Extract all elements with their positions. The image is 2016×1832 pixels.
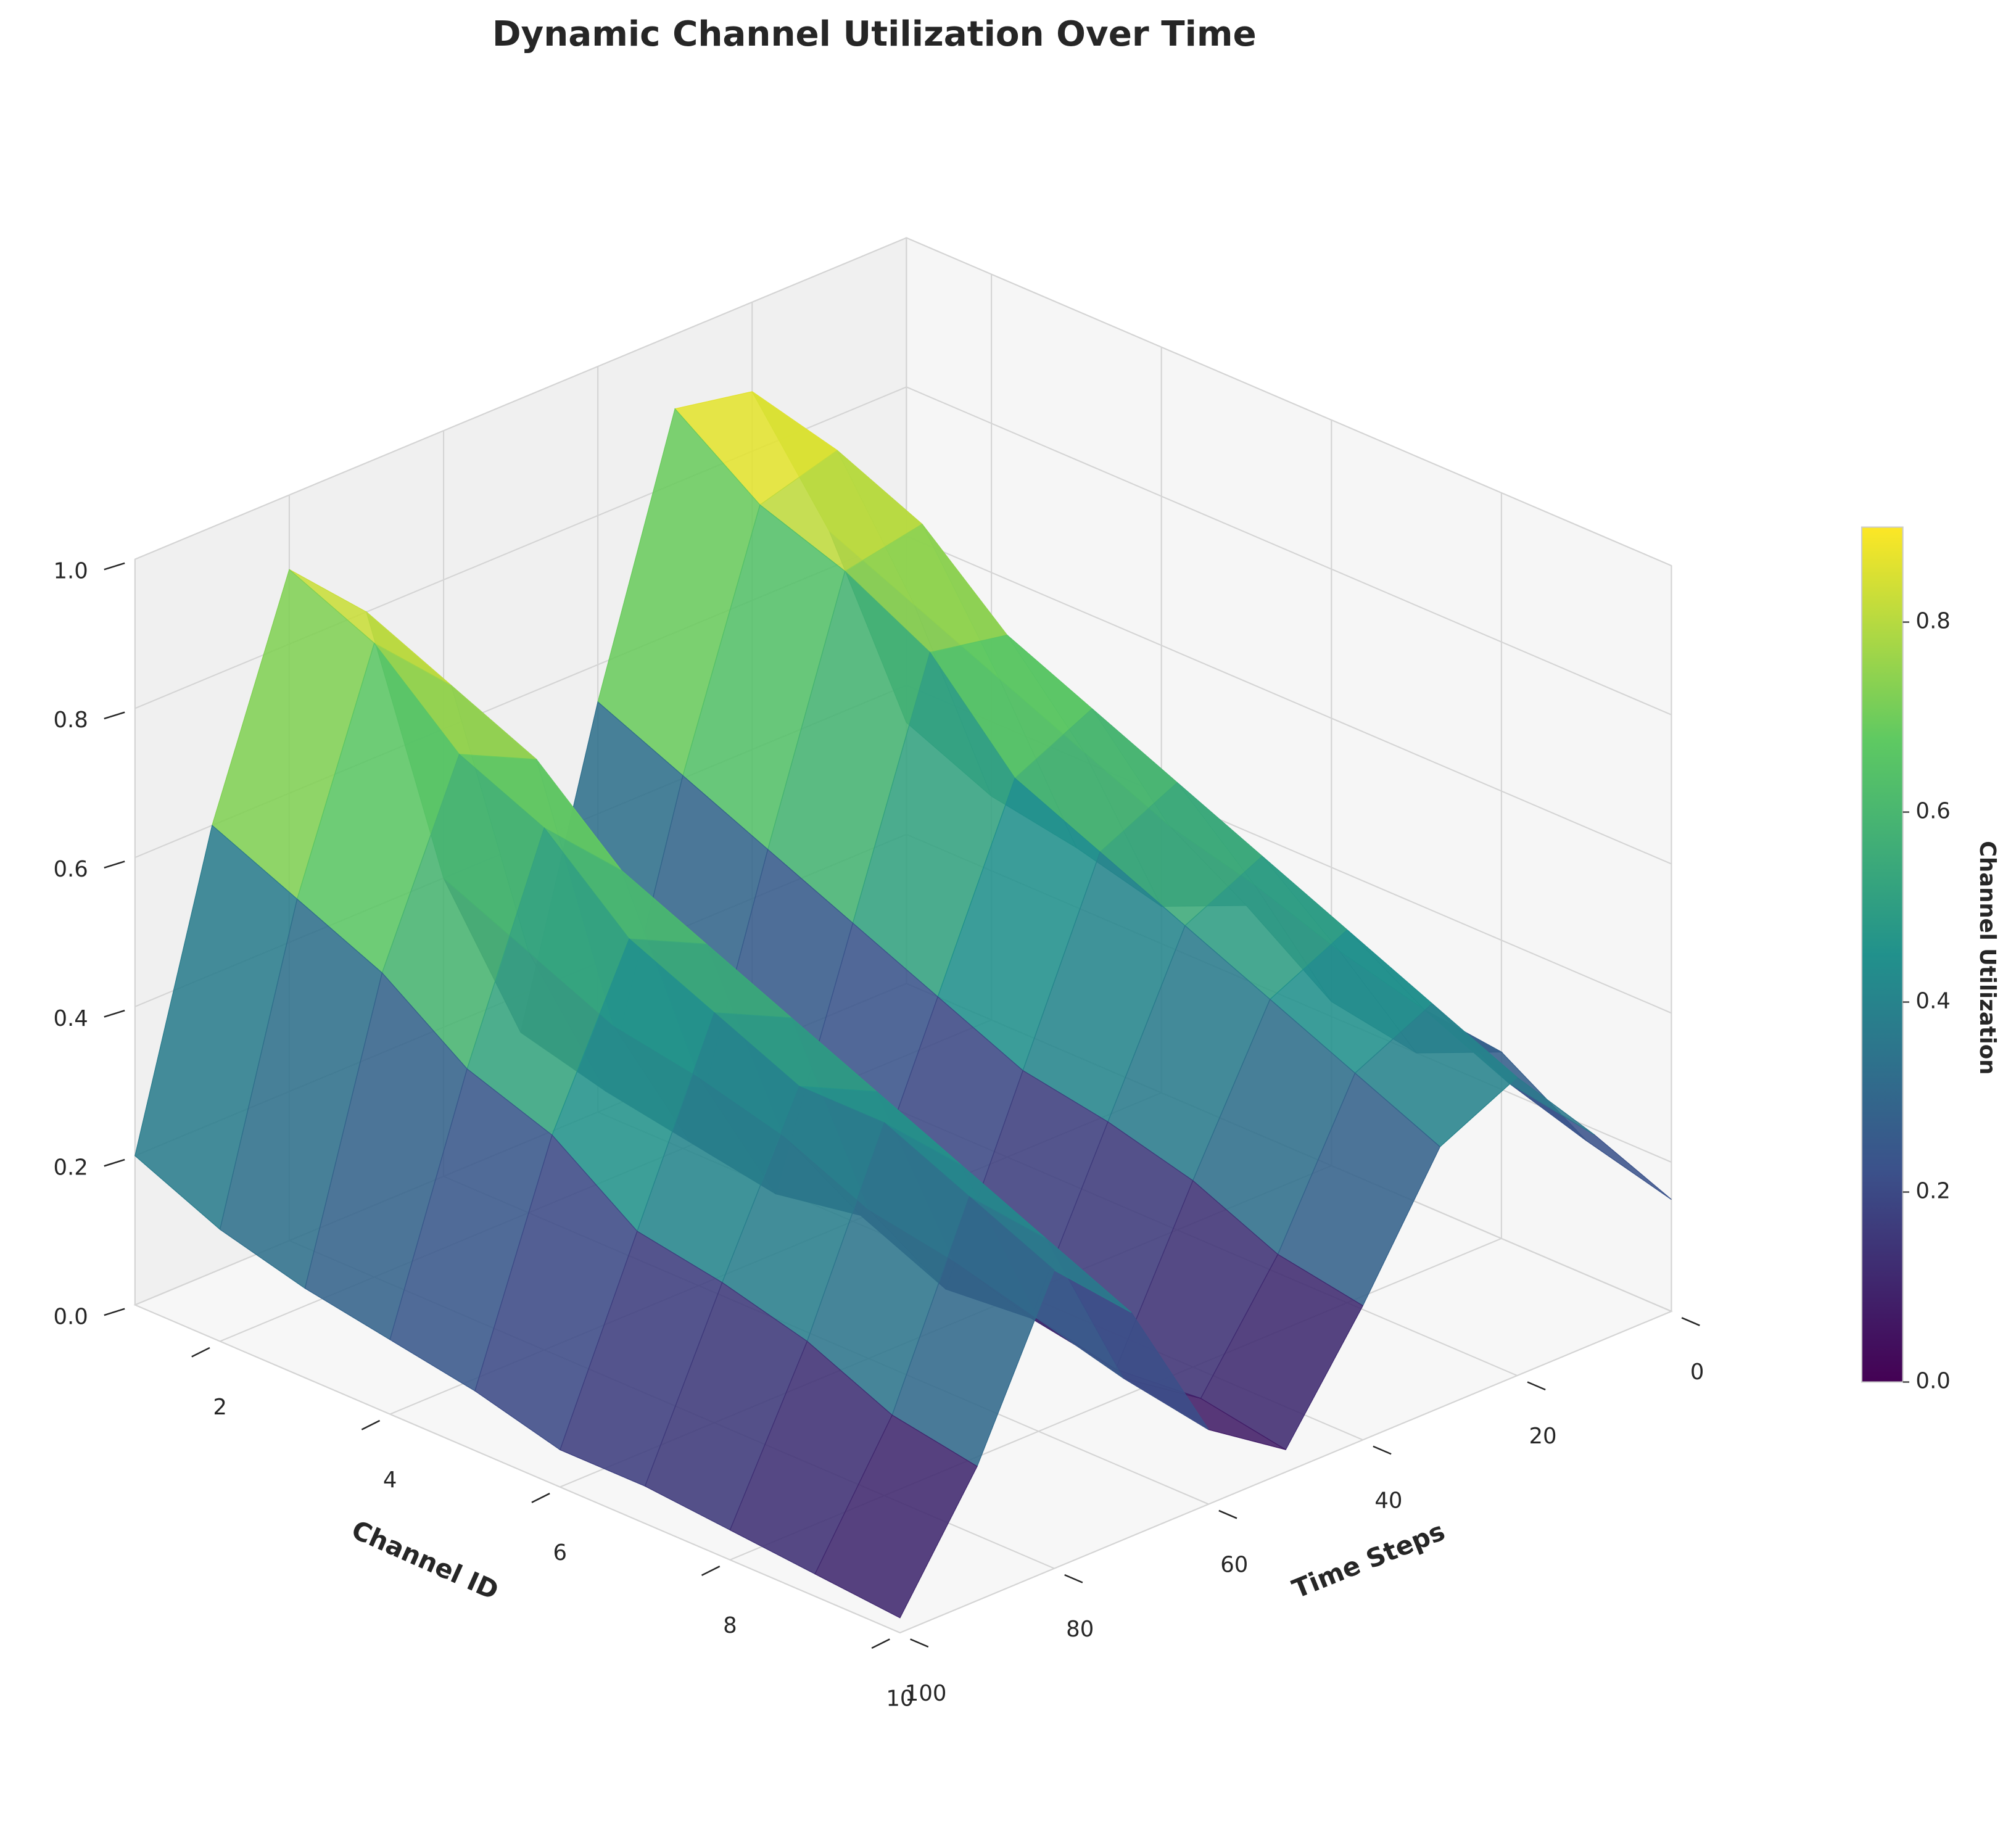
colorbar-tick-label: 0.0 <box>1915 1369 1950 1394</box>
x-axis-label: Channel ID <box>347 1514 503 1606</box>
z-tick <box>104 711 125 720</box>
x-tick-label: 4 <box>383 1467 397 1493</box>
z-tick <box>104 860 125 869</box>
y-tick-label: 20 <box>1529 1424 1556 1449</box>
z-tick-label: 0.4 <box>53 1006 88 1031</box>
z-tick-label: 0.0 <box>53 1304 88 1329</box>
y-tick-label: 40 <box>1374 1488 1402 1513</box>
x-tick-label: 8 <box>723 1613 737 1638</box>
z-tick <box>104 1308 125 1316</box>
y-tick <box>1527 1381 1546 1391</box>
colorbar-tick-label: 0.8 <box>1915 609 1950 634</box>
grid-line <box>906 237 1672 567</box>
colorbar-tick-label: 0.6 <box>1915 799 1950 824</box>
chart-title: Dynamic Channel Utilization Over Time <box>492 14 1257 54</box>
x-tick-label: 6 <box>553 1540 568 1566</box>
colorbar-tick-label: 0.4 <box>1915 989 1950 1014</box>
z-tick-label: 0.6 <box>53 857 88 882</box>
colorbar-label: Channel Utilization <box>1975 841 2000 1075</box>
x-tick <box>701 1566 721 1576</box>
y-tick-label: 0 <box>1690 1360 1704 1385</box>
x-tick <box>191 1347 210 1358</box>
y-tick <box>910 1638 929 1648</box>
surface-face <box>814 1414 978 1619</box>
y-tick <box>1373 1445 1392 1455</box>
y-tick-label: 60 <box>1220 1553 1248 1578</box>
x-tick <box>871 1638 890 1649</box>
x-tick-label: 10 <box>886 1686 914 1711</box>
z-tick-label: 1.0 <box>53 558 88 584</box>
grid-line <box>906 386 1672 716</box>
y-tick <box>1218 1509 1237 1519</box>
y-tick <box>1064 1574 1083 1583</box>
z-tick-label: 0.2 <box>53 1155 88 1181</box>
x-tick-label: 2 <box>213 1395 227 1420</box>
y-tick-label: 80 <box>1066 1617 1094 1642</box>
colorbar <box>1861 526 1904 1383</box>
colorbar-tick-label: 0.2 <box>1915 1179 1950 1204</box>
x-tick <box>361 1419 381 1430</box>
grid-line <box>134 237 907 560</box>
grid-line <box>134 1304 901 1633</box>
y-tick <box>1681 1317 1700 1326</box>
z-tick <box>104 1158 125 1167</box>
grid-line <box>899 1310 1672 1633</box>
z-tick <box>104 562 125 571</box>
y-tick-label: 100 <box>905 1681 947 1706</box>
grid-line <box>906 535 1672 865</box>
y-axis-label: Time Steps <box>1288 1516 1449 1604</box>
x-tick <box>531 1493 550 1503</box>
z-tick-label: 0.8 <box>53 708 88 733</box>
z-tick <box>104 1009 125 1018</box>
